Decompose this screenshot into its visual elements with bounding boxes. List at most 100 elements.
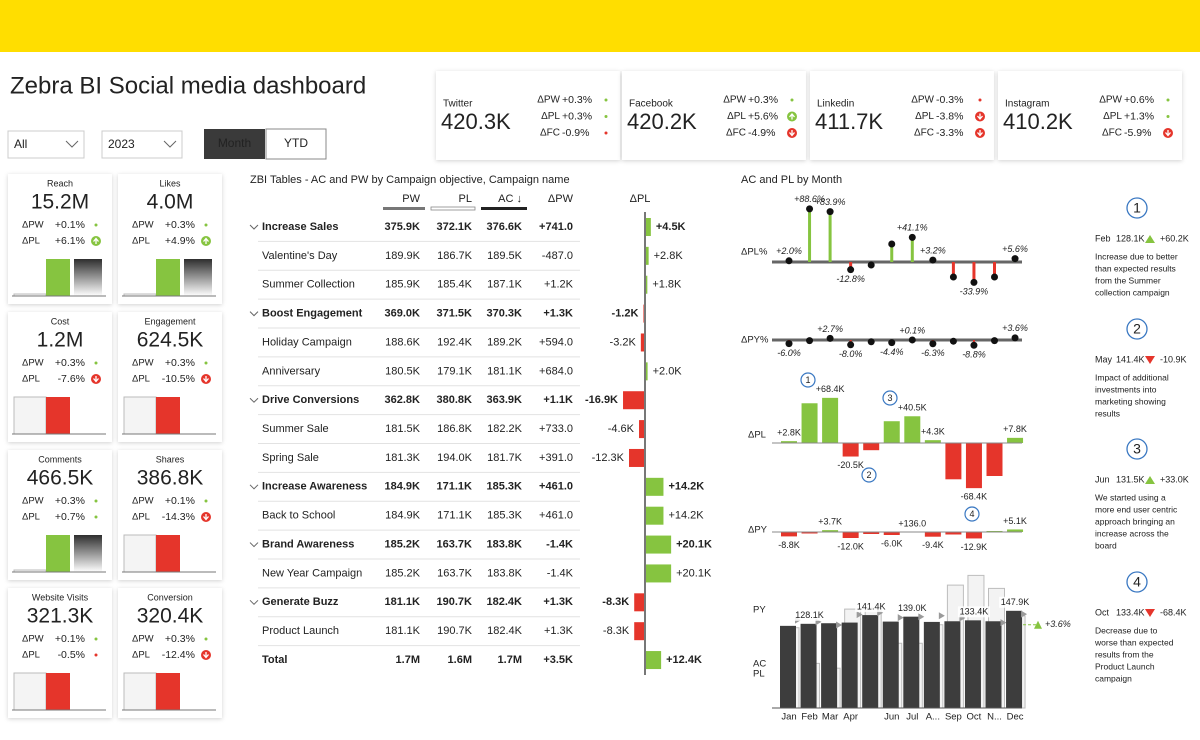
dpl-bar <box>645 564 672 583</box>
tile-value: 386.8K <box>137 467 204 490</box>
delta-bar <box>863 532 880 534</box>
trend-arrow <box>203 237 209 244</box>
value-label: +3.6% <box>1002 323 1028 333</box>
tile-value: 4.0M <box>147 191 194 214</box>
dpl-label: +12.4K <box>666 654 702 666</box>
value-label: +68.4K <box>816 384 845 394</box>
row-expander[interactable] <box>249 484 259 490</box>
row-cell: +1.1K <box>543 394 573 406</box>
row-expander[interactable] <box>249 542 259 548</box>
tile-name: Cost <box>51 316 70 326</box>
month-label: Jul <box>906 712 918 723</box>
tile-fc-bar <box>74 259 102 296</box>
row-cell: +1.2K <box>544 279 574 291</box>
dropdown-chevron <box>65 140 79 148</box>
tile-name: Likes <box>159 178 181 188</box>
kpi-delta-value: -3.3% <box>936 127 963 139</box>
pl-label: PL <box>753 669 765 680</box>
ac-bar <box>780 625 796 708</box>
tile-delta-label: ΔPW <box>22 358 44 369</box>
row-expander[interactable] <box>249 311 259 317</box>
row-cell: 181.5K <box>385 423 421 435</box>
row-cell: 1.7M <box>396 654 420 666</box>
delta-bar <box>801 532 818 534</box>
trend-icon <box>204 361 208 365</box>
tile-value: 320.4K <box>137 605 204 628</box>
tile-ac-bar <box>156 397 180 434</box>
kpi-delta-value: -4.9% <box>748 127 775 139</box>
note-text: results from the <box>1095 649 1154 659</box>
month-button[interactable] <box>204 129 265 159</box>
note-marker <box>1126 438 1148 460</box>
row-cell: 192.4K <box>437 336 473 348</box>
row-cell: 184.9K <box>385 481 421 493</box>
ac-header-mark <box>481 207 527 210</box>
row-expander[interactable] <box>249 224 259 230</box>
kpi-delta-label: ΔPW <box>1099 95 1122 106</box>
value-label: +7.8K <box>1003 424 1027 434</box>
ytd-button[interactable] <box>265 128 327 160</box>
lollipop-head <box>888 339 896 347</box>
row-name: Increase Sales <box>262 221 338 233</box>
lollipop-head <box>970 278 978 286</box>
note-marker <box>1126 197 1148 219</box>
dpl-label: +2.8K <box>654 250 684 262</box>
trend-icon <box>604 98 608 102</box>
month-label: Apr <box>843 712 858 723</box>
tile-pl-bar <box>13 672 47 711</box>
column-header: PW <box>402 193 420 205</box>
pl-header-mark <box>430 206 476 211</box>
year-dropdown[interactable] <box>101 130 183 159</box>
tile-name: Website Visits <box>32 592 89 602</box>
row-cell: 185.9K <box>385 279 421 291</box>
row-cell: 185.2K <box>385 567 421 579</box>
note-delta: -10.9K <box>1160 354 1187 364</box>
tile-delta-value: +0.3% <box>165 219 195 231</box>
value-label: +2.8K <box>777 428 801 438</box>
tile-pl-bar <box>123 396 157 435</box>
kpi-delta-label: ΔPL <box>1103 111 1122 122</box>
value-label: -6.3% <box>921 348 945 358</box>
dpl-bar <box>629 448 645 467</box>
note-value: 133.4K <box>1116 607 1145 617</box>
month-label: Feb <box>801 712 817 723</box>
note-number: 3 <box>1133 441 1141 457</box>
row-name: Summer Collection <box>262 279 355 291</box>
py-marker <box>938 612 945 620</box>
note-delta: +60.2K <box>1160 233 1189 243</box>
note-triangle <box>1145 609 1155 617</box>
trend-icon <box>1166 98 1170 102</box>
tile-ac-bar <box>156 535 180 572</box>
trend-icon <box>204 637 208 641</box>
trend-icon <box>1166 115 1170 118</box>
note-value: 128.1K <box>1116 233 1145 243</box>
channel-dropdown[interactable] <box>7 130 85 159</box>
tile-delta-label: ΔPL <box>132 512 150 523</box>
row-name: Product Launch <box>262 625 339 637</box>
lollipop-head <box>847 266 855 274</box>
row-cell: +1.3K <box>543 308 573 320</box>
chart-title: AC and PL by Month <box>741 174 842 186</box>
delta-bar <box>822 530 839 532</box>
dpl-bar <box>645 477 664 496</box>
kpi-delta-label: ΔFC <box>1102 128 1122 139</box>
note-text: Impact of additional <box>1095 372 1169 382</box>
row-cell: 186.8K <box>437 423 473 435</box>
kpi-value: 411.7K <box>815 109 883 134</box>
value-label: 128.1K <box>795 610 824 620</box>
row-name: Holiday Campaign <box>262 336 352 348</box>
month-label: A... <box>926 712 940 723</box>
trend-arrow <box>977 130 983 137</box>
value-label: +3.7K <box>818 517 842 527</box>
tile-delta-value: +4.9% <box>165 235 195 247</box>
row-expander[interactable] <box>249 599 259 606</box>
row-cell: 363.9K <box>487 394 523 406</box>
kpi-delta-label: ΔPW <box>911 95 934 106</box>
delta-bar <box>883 532 900 535</box>
ac-bar <box>1006 610 1023 708</box>
lollipop-head <box>826 208 834 216</box>
delta-bar <box>863 443 880 451</box>
row-cell: 171.1K <box>437 510 473 522</box>
row-expander[interactable] <box>249 397 259 403</box>
dpl-label: -16.9K <box>585 394 618 406</box>
